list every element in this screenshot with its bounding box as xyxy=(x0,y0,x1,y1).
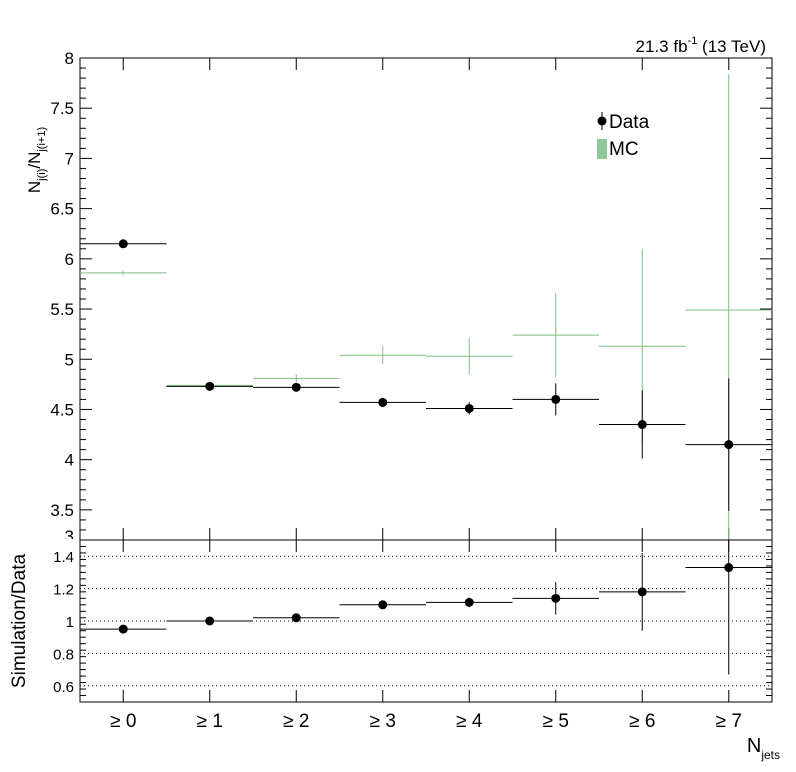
x-axis-label: Njets xyxy=(747,735,780,762)
ratio-y-tick-label: 0.6 xyxy=(53,679,74,696)
ratio-y-tick-label: 0.8 xyxy=(53,646,74,663)
legend-data-marker xyxy=(597,116,607,126)
svg-text:Nj(i)/Nj(i+1): Nj(i)/Nj(i+1) xyxy=(25,127,48,193)
legend-mc-label: MC xyxy=(609,139,639,160)
ratio-y-ticks: 0.6 0.8 1 1.2 1.4 xyxy=(53,539,772,703)
ratio-panel: 0.6 0.8 1 1.2 1.4 ≥ 0 ≥ 1 ≥ 2 ≥ 3 ≥ 4 ≥ 5 ≥ 6 ≥ 7 S… xyxy=(9,539,780,762)
ratio-series xyxy=(80,540,772,675)
data-point xyxy=(724,440,734,450)
ratio-y-tick-label: 1.4 xyxy=(53,549,74,566)
main-y-tick-label: 5 xyxy=(65,350,74,369)
mc-series xyxy=(80,74,772,540)
main-x-ticks xyxy=(122,58,730,540)
legend-data-label: Data xyxy=(609,112,650,133)
ratio-point xyxy=(637,587,647,597)
data-point xyxy=(205,381,215,391)
x-category-label: ≥ 7 xyxy=(716,711,742,732)
ratio-point xyxy=(118,624,128,634)
x-category-labels: ≥ 0 ≥ 1 ≥ 2 ≥ 3 ≥ 4 ≥ 5 ≥ 6 ≥ 7 xyxy=(110,711,742,732)
luminosity-label: 21.3 fb-1 (13 TeV) xyxy=(636,35,766,56)
main-y-tick-label: 4 xyxy=(65,451,74,470)
main-panel: 3.5 4 4.5 5 5.5 6 6.5 7 7.5 8 3 21.3 fb-1 (13 TeV)… xyxy=(25,35,773,553)
ratio-y-tick-label: 1 xyxy=(66,614,74,631)
legend: Data MC xyxy=(597,112,650,160)
main-y-tick-label: 6 xyxy=(65,250,74,269)
legend-mc-box xyxy=(597,139,607,159)
ratio-y-tick-label: 1.2 xyxy=(53,582,74,599)
ratio-point xyxy=(551,593,561,603)
main-y-ticks: 3.5 4 4.5 5 5.5 6 6.5 7 7.5 8 3 xyxy=(40,49,772,553)
x-category-label: ≥ 3 xyxy=(370,711,396,732)
main-y-tick-label-cropped: 3 xyxy=(65,527,74,546)
ratio-point xyxy=(291,613,301,623)
x-category-label: ≥ 5 xyxy=(543,711,569,732)
main-y-tick-label: 4.5 xyxy=(50,400,74,419)
ratio-point xyxy=(378,600,388,610)
ratio-point xyxy=(205,616,215,626)
data-point xyxy=(637,420,647,430)
main-y-tick-label: 8 xyxy=(65,49,74,68)
x-category-label: ≥ 4 xyxy=(456,711,483,732)
data-point xyxy=(551,394,561,404)
ratio-y-axis-label: Simulation/Data xyxy=(9,554,30,689)
data-point xyxy=(291,382,301,392)
ratio-point xyxy=(464,597,474,607)
main-y-tick-label: 3.5 xyxy=(50,501,74,520)
x-category-label: ≥ 2 xyxy=(283,711,309,732)
data-series xyxy=(80,239,772,511)
svg-text:Simulation/Data: Simulation/Data xyxy=(9,554,30,689)
ratio-gridlines xyxy=(80,555,772,687)
data-point xyxy=(378,397,388,407)
main-y-tick-label: 7.5 xyxy=(50,99,74,118)
main-y-tick-label: 7 xyxy=(65,149,74,168)
main-y-axis-label: Nj(i)/Nj(i+1) xyxy=(25,127,48,193)
data-point xyxy=(464,403,474,413)
ratio-point xyxy=(724,563,734,573)
x-category-label: ≥ 0 xyxy=(110,711,136,732)
main-y-tick-label: 6.5 xyxy=(50,200,74,219)
data-point xyxy=(118,239,128,249)
main-plot-frame xyxy=(79,57,773,541)
x-category-label: ≥ 6 xyxy=(629,711,655,732)
main-y-tick-label: 5.5 xyxy=(50,300,74,319)
x-category-label: ≥ 1 xyxy=(197,711,223,732)
label-mask xyxy=(40,539,78,553)
